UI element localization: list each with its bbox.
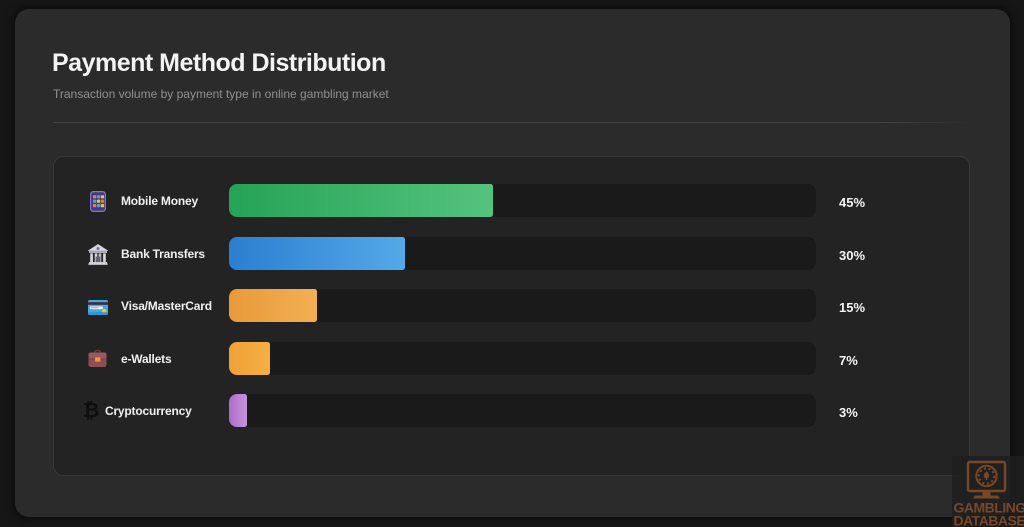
svg-text:DATABASES: DATABASES [954, 513, 1024, 527]
svg-text:GAMBLING: GAMBLING [954, 500, 1024, 516]
